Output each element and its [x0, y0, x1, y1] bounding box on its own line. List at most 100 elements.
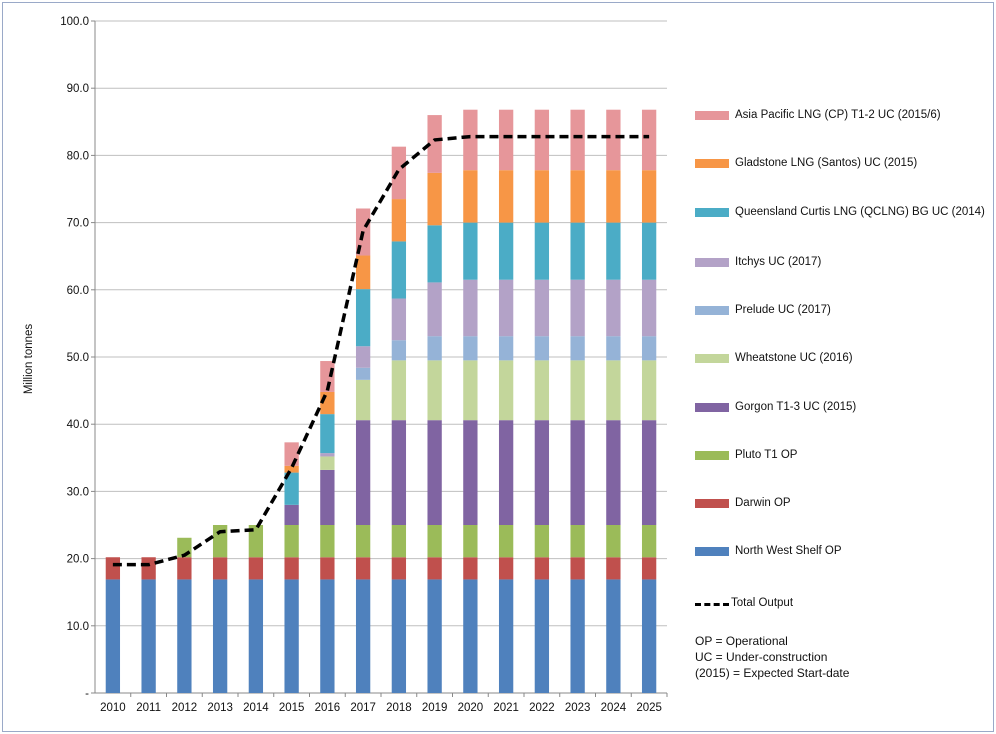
bar-segment — [641, 170, 657, 223]
bar-segment — [391, 298, 407, 341]
bar-segment — [534, 579, 550, 693]
bar-segment — [570, 525, 585, 558]
bar-segment — [606, 360, 621, 421]
bar-segment — [570, 109, 585, 171]
legend-swatch — [695, 258, 729, 267]
bar-segment — [320, 469, 335, 525]
bar-segment — [391, 360, 407, 421]
bar-segment — [355, 579, 371, 693]
x-tick-label: 2022 — [529, 702, 555, 714]
bar-segment — [248, 525, 264, 558]
bar-segment — [534, 109, 550, 171]
bar-segment — [284, 504, 299, 525]
y-tick-label: 40.0 — [67, 419, 89, 431]
legend-label: Itchys UC (2017) — [735, 256, 822, 268]
bar-segment — [391, 241, 407, 299]
bar-segment — [641, 336, 657, 361]
x-tick-label: 2012 — [172, 702, 198, 714]
bar-segment — [606, 579, 621, 693]
y-tick-label: 80.0 — [67, 150, 89, 162]
bar-segment — [355, 255, 371, 290]
bar-segment — [427, 579, 442, 693]
bar-segment — [498, 109, 514, 171]
legend-item: Asia Pacific LNG (CP) T1-2 UC (2015/6) — [695, 107, 985, 123]
stacked-bar-chart: - 10.0 20.0 30.0 40.0 50.0 60.0 70.0 80.0 90.0 100… — [60, 16, 668, 714]
legend-notes: OP = Operational UC = Under-construction… — [695, 633, 849, 681]
bar-segment — [498, 525, 514, 558]
legend-label: Prelude UC (2017) — [735, 304, 831, 316]
bar-segment — [534, 360, 550, 421]
x-tick-label: 2014 — [243, 702, 269, 714]
bar-segment — [606, 525, 621, 558]
bar-segment — [284, 442, 299, 466]
legend-label: Gorgon T1-3 UC (2015) — [735, 401, 857, 413]
legend-item-total-output: Total Output — [695, 595, 985, 611]
bar-segment — [606, 170, 621, 223]
bar-segment — [391, 525, 407, 558]
x-tick-label: 2013 — [207, 702, 233, 714]
bar-segment — [427, 336, 442, 361]
bar-segment — [606, 109, 621, 171]
bar-segment — [355, 420, 371, 525]
bar-segment — [463, 420, 478, 525]
bar-segment — [463, 170, 478, 223]
bar-segment — [355, 367, 371, 380]
bar-segment — [284, 557, 299, 580]
bar-segment — [355, 557, 371, 580]
bar-segment — [534, 557, 550, 580]
legend-label: Darwin OP — [735, 497, 791, 509]
bar-segment — [320, 525, 335, 558]
x-tick-label: 2015 — [279, 702, 305, 714]
legend-swatch — [695, 354, 729, 363]
x-tick-label: 2010 — [100, 702, 126, 714]
bar-segment — [570, 420, 585, 525]
legend-dashed-line — [695, 603, 729, 606]
bar-segment — [212, 557, 228, 580]
bar-segment — [427, 282, 442, 337]
bar-segment — [427, 172, 442, 226]
bar-segment — [141, 579, 156, 693]
x-tick-label: 2023 — [565, 702, 591, 714]
legend-item: North West Shelf OP — [695, 543, 985, 559]
bar-segment — [284, 525, 299, 558]
total-output-line — [112, 134, 650, 567]
bar-segment — [177, 557, 192, 580]
bar-segment — [463, 336, 478, 361]
bar-segment — [284, 579, 299, 693]
bar-segment — [498, 579, 514, 693]
y-tick-label: 90.0 — [67, 83, 89, 95]
bar-segment — [177, 579, 192, 693]
note-operational: OP = Operational — [695, 634, 788, 648]
legend-label: North West Shelf OP — [735, 545, 842, 557]
bar-segment — [534, 525, 550, 558]
note-under-construction: UC = Under-construction — [695, 650, 828, 664]
bar-segment — [391, 199, 407, 242]
bar-segment — [570, 557, 585, 580]
note-start-date: (2015) = Expected Start-date — [695, 666, 850, 680]
bar-segment — [391, 420, 407, 525]
x-tick-label: 2025 — [636, 702, 662, 714]
bar-segment — [427, 525, 442, 558]
bar-segment — [570, 279, 585, 337]
y-tick-label: 20.0 — [67, 554, 89, 566]
bar-segment — [570, 579, 585, 693]
bar-segment — [105, 579, 121, 693]
bar-segment — [284, 472, 299, 505]
bar-segment — [463, 360, 478, 421]
bar-segment — [606, 336, 621, 361]
bar-segment — [606, 222, 621, 280]
bar-segment — [463, 579, 478, 693]
bar-segment — [641, 557, 657, 580]
bar-segment — [355, 525, 371, 558]
y-tick-label: 10.0 — [67, 621, 89, 633]
legend-swatch — [695, 208, 729, 217]
legend-swatch — [695, 547, 729, 556]
bar-segment — [570, 170, 585, 223]
legend-item: Darwin OP — [695, 495, 985, 511]
bar-segment — [463, 279, 478, 337]
bar-segment — [606, 279, 621, 337]
bar-segment — [355, 346, 371, 368]
bar-segment — [498, 279, 514, 337]
bar-segment — [391, 579, 407, 693]
legend-item: Gorgon T1-3 UC (2015) — [695, 399, 985, 415]
